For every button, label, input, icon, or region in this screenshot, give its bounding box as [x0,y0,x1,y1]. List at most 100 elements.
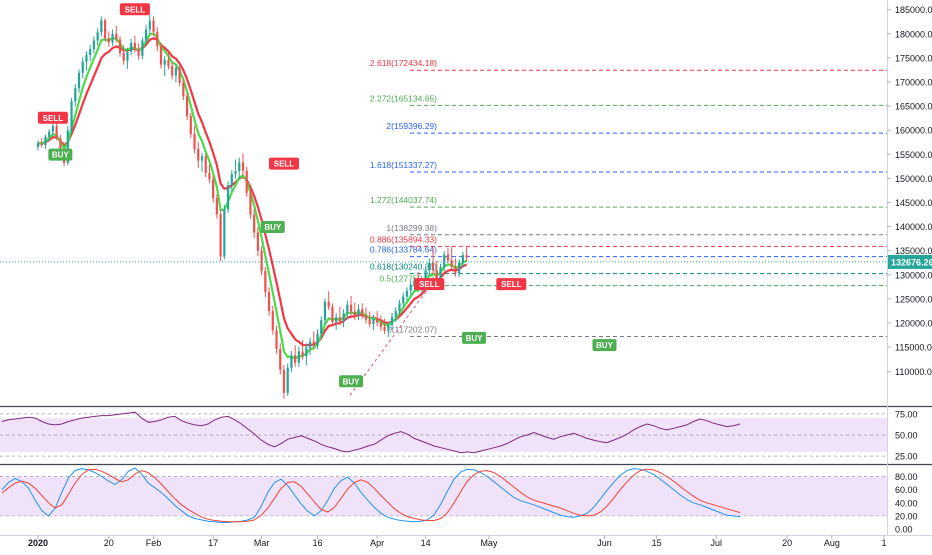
candle-body[interactable] [368,319,371,324]
candle-body[interactable] [107,38,110,43]
candle-body[interactable] [159,46,163,65]
candle-body[interactable] [346,304,349,313]
buy-signal-badge[interactable] [260,220,285,233]
candle-body[interactable] [286,367,289,393]
candle-body[interactable] [48,131,51,137]
candle-body[interactable] [40,143,43,146]
candle-body[interactable] [212,179,215,199]
candle-body[interactable] [223,209,226,257]
candle-body[interactable] [122,53,125,61]
candle-body[interactable] [36,143,40,148]
candle-body[interactable] [118,39,122,54]
candle-body[interactable] [89,49,92,55]
candle-body[interactable] [70,101,73,131]
candle-body[interactable] [193,134,196,149]
candle-body[interactable] [100,20,103,33]
candle-body[interactable] [308,341,312,348]
candle-body[interactable] [327,301,330,307]
sell-signal-badge[interactable] [119,3,150,16]
candle-body[interactable] [238,162,241,172]
candle-body[interactable] [226,185,230,210]
candle-body[interactable] [364,315,368,320]
candle-body[interactable] [312,341,315,346]
candle-body[interactable] [402,296,405,304]
candle-body[interactable] [376,318,379,323]
candle-body[interactable] [353,311,356,316]
candle-body[interactable] [379,322,382,327]
candle-body[interactable] [275,330,278,350]
candle-body[interactable] [92,40,96,50]
candle-body[interactable] [294,355,297,363]
buy-signal-badge[interactable] [592,339,617,352]
candle-body[interactable] [144,29,148,41]
candle-body[interactable] [443,254,446,268]
candle-body[interactable] [357,309,360,316]
candle-body[interactable] [279,349,282,370]
candle-body[interactable] [301,351,304,357]
candle-body[interactable] [55,125,58,139]
candle-body[interactable] [204,156,207,174]
candle-body[interactable] [342,312,345,322]
candle-body[interactable] [126,51,129,61]
candle-body[interactable] [431,262,435,271]
candle-body[interactable] [282,369,286,393]
candle-body[interactable] [230,174,233,186]
candle-body[interactable] [200,156,204,161]
candle-body[interactable] [264,270,267,293]
candle-body[interactable] [439,267,442,279]
candle-body[interactable] [44,136,47,146]
candle-body[interactable] [249,192,252,215]
candle-body[interactable] [167,59,170,67]
candle-body[interactable] [74,88,77,102]
candle-body[interactable] [458,262,461,274]
candle-body[interactable] [178,67,181,83]
candle-body[interactable] [59,138,62,154]
candle-body[interactable] [96,32,99,41]
candle-body[interactable] [349,304,353,312]
candle-body[interactable] [372,318,375,324]
candle-body[interactable] [51,125,55,132]
candle-body[interactable] [316,333,319,346]
candle-body[interactable] [156,31,159,47]
candle-body[interactable] [335,317,338,323]
candle-body[interactable] [428,262,431,271]
candle-body[interactable] [115,33,118,40]
candle-body[interactable] [390,316,394,325]
candle-body[interactable] [398,303,401,311]
candle-body[interactable] [148,20,151,30]
candle-body[interactable] [256,232,260,251]
sell-signal-badge[interactable] [37,111,68,124]
candle-body[interactable] [253,214,256,233]
candle-body[interactable] [66,130,69,163]
candle-body[interactable] [271,310,274,331]
candle-body[interactable] [465,255,468,258]
candle-body[interactable] [85,54,88,62]
candle-body[interactable] [133,42,137,49]
candle-body[interactable] [171,66,174,76]
candle-body[interactable] [208,173,211,180]
candle-body[interactable] [137,48,140,56]
candle-body[interactable] [234,171,237,175]
candle-body[interactable] [77,72,81,89]
candle-body[interactable] [245,170,248,193]
candle-body[interactable] [450,260,453,267]
candle-body[interactable] [141,40,144,56]
candle-body[interactable] [152,20,155,32]
buy-signal-badge[interactable] [48,148,73,161]
candle-body[interactable] [424,270,427,282]
sell-signal-badge[interactable] [496,278,527,291]
candle-body[interactable] [320,320,323,334]
candle-body[interactable] [111,33,114,43]
candle-body[interactable] [383,326,386,331]
candle-body[interactable] [435,270,438,279]
buy-signal-badge[interactable] [462,331,487,344]
candle-body[interactable] [361,309,364,316]
candle-body[interactable] [297,351,300,363]
candle-body[interactable] [260,250,263,271]
candle-body[interactable] [387,324,390,331]
candle-body[interactable] [446,254,450,261]
candle-body[interactable] [163,59,166,65]
candle-body[interactable] [81,61,84,73]
